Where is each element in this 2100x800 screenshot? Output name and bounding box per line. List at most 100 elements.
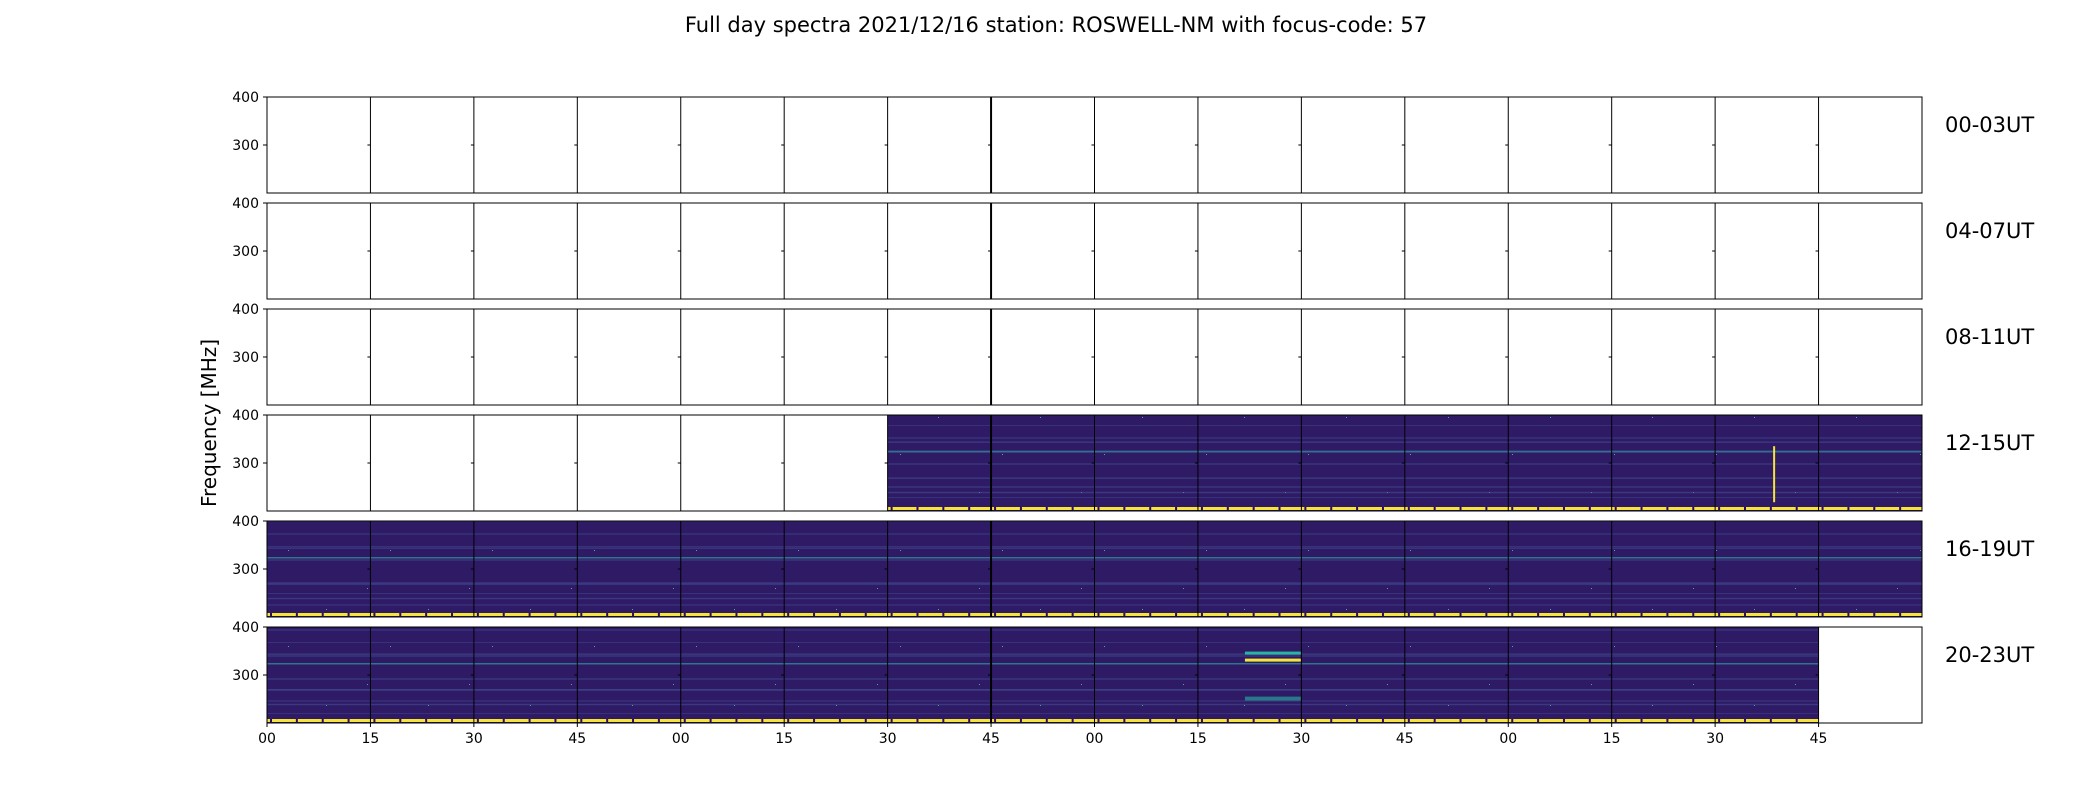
spectra-rows: 40030000-03UT40030004-07UT40030008-11UT4…: [232, 90, 2034, 747]
band-edge-marker: [1197, 719, 1302, 722]
band-edge-gap: [554, 719, 557, 722]
band-edge-gap: [1226, 719, 1229, 722]
spectrum-line: [991, 547, 1095, 549]
band-edge-gap: [1459, 719, 1462, 722]
x-tick-label: 15: [775, 731, 793, 747]
band-edge-gap: [1769, 507, 1772, 510]
spectrum-line: [680, 653, 785, 655]
band-edge-gap: [1718, 613, 1721, 616]
x-tick-label: 30: [465, 731, 483, 747]
band-edge-gap: [1511, 613, 1514, 616]
spectrum-line: [680, 583, 785, 585]
band-edge-gap: [1356, 507, 1359, 510]
y-tick-label: 400: [232, 408, 259, 424]
band-edge-gap: [606, 719, 609, 722]
spectrum-line: [1611, 491, 1716, 494]
spectrum-panel: [680, 521, 785, 617]
band-edge-gap: [1330, 507, 1333, 510]
band-edge-marker: [1611, 613, 1716, 616]
spectrum-line: [887, 663, 992, 665]
y-tick-label: 300: [232, 244, 259, 260]
spectrum-line: [267, 597, 371, 600]
spectrum-line: [1197, 689, 1302, 691]
spectrum-line: [1197, 477, 1302, 479]
spectrum-panel: [267, 627, 371, 723]
x-tick-label: 15: [362, 731, 380, 747]
x-tick-label: 15: [1603, 731, 1621, 747]
spectrum-line: [1818, 557, 1922, 559]
spectrum-line: [784, 663, 888, 665]
spectrum-panel: [1404, 521, 1509, 617]
band-edge-gap: [916, 507, 919, 510]
band-edge-gap: [1459, 613, 1462, 616]
spectrum-line: [887, 653, 992, 655]
spectrum-panel: [473, 521, 578, 617]
spectrum-line: [577, 583, 681, 585]
spectrum-line: [1818, 441, 1922, 443]
spectrum-line: [1094, 547, 1198, 549]
spectrum-line: [784, 703, 888, 706]
band-edge-marker: [1715, 719, 1819, 722]
spectrum-line: [473, 547, 578, 549]
band-edge-marker: [784, 719, 888, 722]
band-edge-gap: [942, 507, 945, 510]
spectrum-line: [473, 653, 578, 655]
spectra-row: 400 300 20-23UT: [232, 620, 2034, 724]
band-edge-gap: [1485, 507, 1488, 510]
band-edge-gap: [1821, 507, 1824, 510]
spectrum-line: [1094, 451, 1198, 453]
spectrum-line: [680, 597, 785, 600]
spectrum-line: [1508, 583, 1612, 585]
spectrum-panel: [784, 521, 888, 617]
spectrum-line: [680, 557, 785, 559]
band-edge-gap: [1175, 507, 1178, 510]
y-tick-label: 300: [232, 456, 259, 472]
band-edge-gap: [1123, 507, 1126, 510]
row-label: 20-23UT: [1945, 643, 2034, 667]
spectrum-line: [1611, 477, 1716, 479]
band-edge-gap: [321, 719, 324, 722]
spectra-row: 400 300 12-15UT: [232, 408, 2034, 512]
spectrum-panel: [370, 521, 474, 617]
spectrum-line: [473, 557, 578, 559]
spectrum-line: [991, 663, 1095, 665]
spectrum-line: [991, 653, 1095, 655]
band-edge-gap: [321, 613, 324, 616]
spectrum-panel: [1094, 415, 1198, 511]
spectrum-line: [991, 689, 1095, 691]
spectrum-line: [991, 451, 1095, 453]
spectrum-line: [1197, 491, 1302, 494]
spectrum-line: [1197, 597, 1302, 600]
band-edge-gap: [1433, 719, 1436, 722]
spectrum-line: [784, 583, 888, 585]
band-edge-marker: [1715, 507, 1819, 510]
spectrum-line: [370, 583, 474, 585]
band-edge-gap: [1278, 613, 1281, 616]
spectrum-line: [1301, 653, 1405, 655]
spectrum-line: [1508, 689, 1612, 691]
band-edge-marker: [887, 719, 992, 722]
y-tick-label: 400: [232, 196, 259, 212]
spectrum-panel: [1715, 415, 1819, 511]
band-edge-marker: [1508, 507, 1612, 510]
spectrum-panel: [1301, 521, 1405, 617]
band-edge-gap: [916, 613, 919, 616]
y-axis-label: Frequency [MHz]: [197, 339, 221, 507]
spectrum-line: [1818, 547, 1922, 549]
spectrum-line: [1818, 583, 1922, 585]
spectrum-panel: [1404, 415, 1509, 511]
x-tick-label: 45: [1396, 731, 1414, 747]
burst-mark: [1244, 658, 1301, 662]
band-edge-marker: [1094, 613, 1198, 616]
band-edge-marker: [473, 719, 578, 722]
x-tick-label: 30: [879, 731, 897, 747]
band-edge-gap: [399, 719, 402, 722]
spectrum-panel: [887, 521, 992, 617]
band-edge-gap: [1278, 507, 1281, 510]
x-tick-label: 45: [982, 731, 1000, 747]
spectrum-panel: [1715, 627, 1819, 723]
spectrum-line: [1715, 557, 1819, 559]
spectrum-line: [1094, 441, 1198, 443]
spectrum-panel: [1508, 521, 1612, 617]
